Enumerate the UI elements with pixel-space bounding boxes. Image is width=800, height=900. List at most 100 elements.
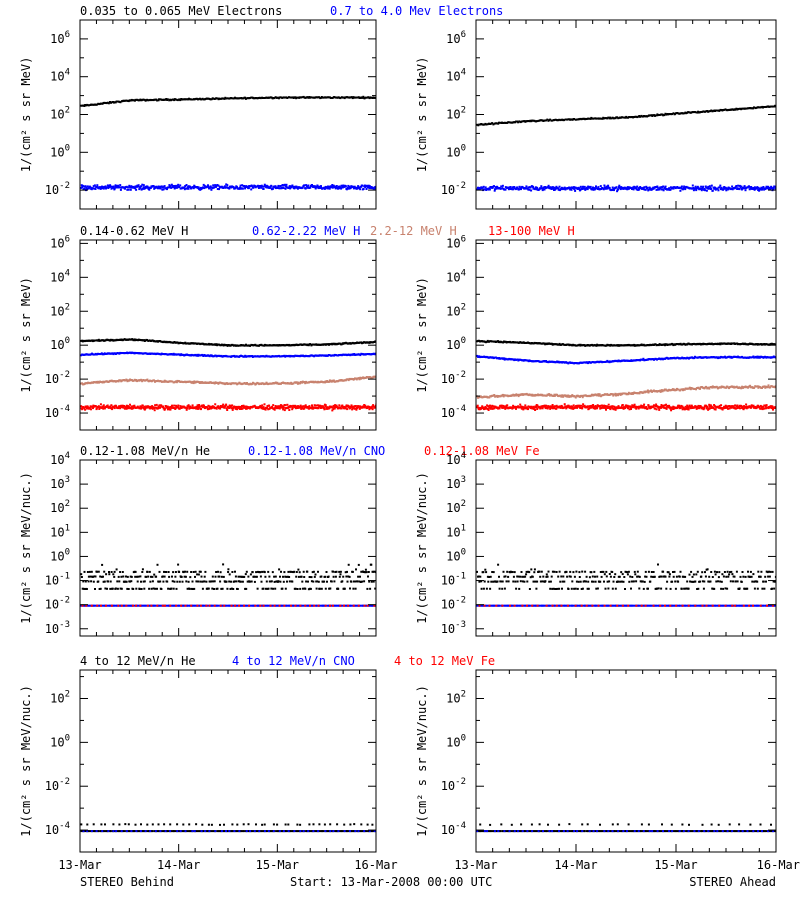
data-point <box>226 184 229 187</box>
data-point <box>659 390 662 393</box>
data-point <box>310 343 313 346</box>
data-point <box>515 120 518 123</box>
data-point <box>552 395 555 397</box>
legend-entry: 2.2-12 MeV H <box>370 224 457 238</box>
data-point <box>110 379 113 382</box>
y-tick-label: 100 <box>50 336 70 352</box>
data-point <box>654 114 656 117</box>
data-point <box>483 123 485 126</box>
data-point <box>650 389 653 392</box>
data-point <box>686 404 689 407</box>
data-point <box>717 343 720 346</box>
data-point <box>532 394 535 397</box>
data-point <box>155 403 158 406</box>
data-point <box>747 385 750 388</box>
data-point <box>179 184 182 187</box>
data-point <box>483 340 486 343</box>
data-point <box>372 375 375 378</box>
data-point <box>231 343 234 346</box>
data-point <box>197 407 199 410</box>
data-point <box>504 121 507 124</box>
data-point <box>365 188 368 190</box>
data-point <box>234 186 237 189</box>
data-point <box>352 187 355 190</box>
data-point <box>571 405 573 408</box>
data-point <box>590 406 593 409</box>
data-point <box>762 385 765 388</box>
data-point <box>518 120 521 123</box>
data-point <box>204 98 207 100</box>
data-point <box>682 187 685 189</box>
data-point <box>517 405 520 408</box>
data-point <box>315 404 318 407</box>
data-point <box>706 187 709 190</box>
data-point <box>306 381 308 384</box>
data-point <box>345 188 348 191</box>
data-point <box>489 407 492 410</box>
data-point <box>371 405 374 408</box>
data-point <box>333 407 336 410</box>
data-point <box>664 185 667 188</box>
data-point <box>593 187 596 190</box>
data-point <box>107 187 110 189</box>
data-point <box>100 381 103 383</box>
data-point <box>146 406 149 409</box>
data-point <box>700 185 703 188</box>
data-point <box>741 385 744 388</box>
data-point <box>197 98 200 101</box>
data-point <box>215 407 218 410</box>
data-point <box>559 405 562 408</box>
data-point <box>643 403 646 406</box>
data-point <box>586 405 589 408</box>
data-point <box>646 115 649 118</box>
data-point <box>575 405 578 407</box>
data-point <box>363 184 366 187</box>
data-point <box>682 406 685 409</box>
data-point <box>148 188 151 191</box>
data-point <box>282 96 285 99</box>
data-point <box>169 408 172 411</box>
data-point <box>210 188 213 191</box>
data-point <box>81 186 84 188</box>
data-point <box>537 342 540 345</box>
data-point <box>730 108 733 111</box>
data-point <box>369 341 372 344</box>
data-point <box>365 353 367 356</box>
data-point <box>143 352 146 355</box>
data-point <box>536 404 539 407</box>
data-point <box>617 405 620 408</box>
data-point <box>125 99 128 102</box>
data-point <box>586 344 589 346</box>
data-point <box>228 404 231 407</box>
data-point <box>694 187 696 190</box>
data-point <box>628 408 631 411</box>
data-point <box>83 185 86 188</box>
data-point <box>94 188 97 190</box>
data-point <box>342 96 345 99</box>
data-point <box>142 339 144 342</box>
data-point <box>81 184 84 187</box>
data-point <box>539 407 542 410</box>
data-point <box>627 187 630 190</box>
data-point <box>476 406 479 409</box>
data-point <box>503 405 506 408</box>
data-point <box>244 405 247 408</box>
data-point <box>185 408 188 411</box>
data-point <box>312 185 315 188</box>
data-point <box>607 360 610 363</box>
data-point <box>598 117 601 120</box>
data-point <box>125 352 127 354</box>
data-point <box>576 406 579 409</box>
data-point <box>103 380 106 383</box>
data-point <box>704 185 707 188</box>
data-point <box>140 188 143 191</box>
data-point <box>359 354 362 357</box>
data-point <box>150 407 153 409</box>
data-point <box>546 186 549 189</box>
data-point <box>493 189 496 192</box>
data-point <box>263 97 266 99</box>
data-point <box>545 119 547 122</box>
data-point <box>349 96 352 99</box>
data-point <box>175 406 178 409</box>
data-point <box>240 344 243 347</box>
